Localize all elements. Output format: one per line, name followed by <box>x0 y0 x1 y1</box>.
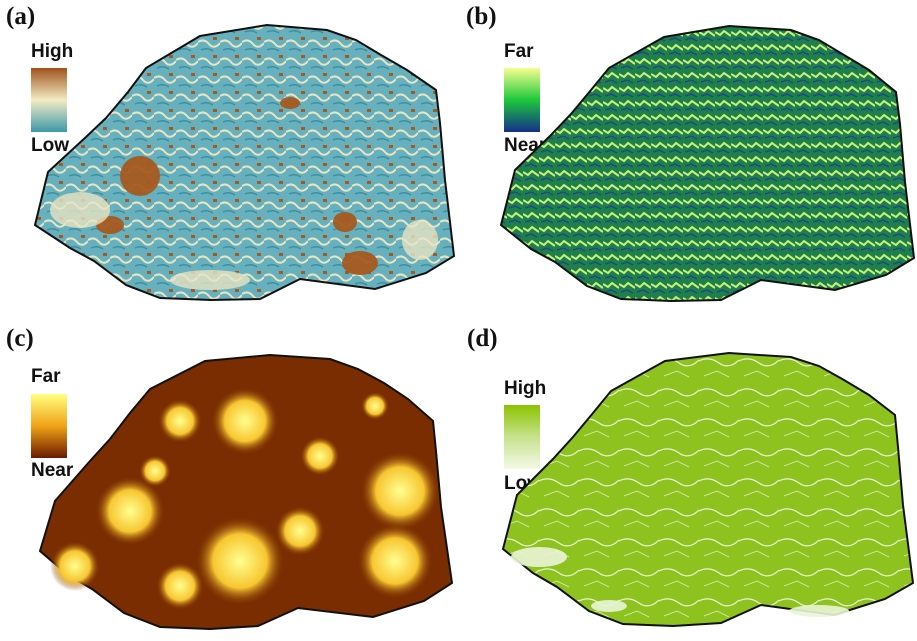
panel-label: (c) <box>6 325 34 352</box>
legend-high-label: Far <box>504 41 534 62</box>
legend-color-bar <box>504 405 540 469</box>
map-c-region <box>38 353 454 631</box>
panel-a: (a) High Low <box>0 0 458 320</box>
legend-low-label: Near <box>31 460 74 481</box>
panel-label: (d) <box>467 325 498 352</box>
map-a <box>33 23 456 302</box>
legend-high-label: Far <box>31 366 61 387</box>
map-d-region <box>501 351 915 628</box>
legend-high-label: High <box>31 41 74 62</box>
panel-d: (d) High Low <box>459 321 917 641</box>
map-d <box>501 351 915 628</box>
map-a-region <box>33 23 456 302</box>
legend-color-bar <box>31 394 67 458</box>
panel-c: (c) Far Near <box>0 321 458 641</box>
map-c <box>38 353 454 631</box>
panel-label: (b) <box>466 3 497 30</box>
map-b-region <box>499 24 916 303</box>
legend-color-bar <box>504 68 540 132</box>
map-b <box>499 24 916 303</box>
legend-color-bar <box>31 68 67 132</box>
panel-label: (a) <box>6 3 36 30</box>
legend-high-label: High <box>504 378 547 399</box>
legend-low-label: Low <box>31 135 69 156</box>
panel-b: (b) Far Near <box>459 0 917 320</box>
